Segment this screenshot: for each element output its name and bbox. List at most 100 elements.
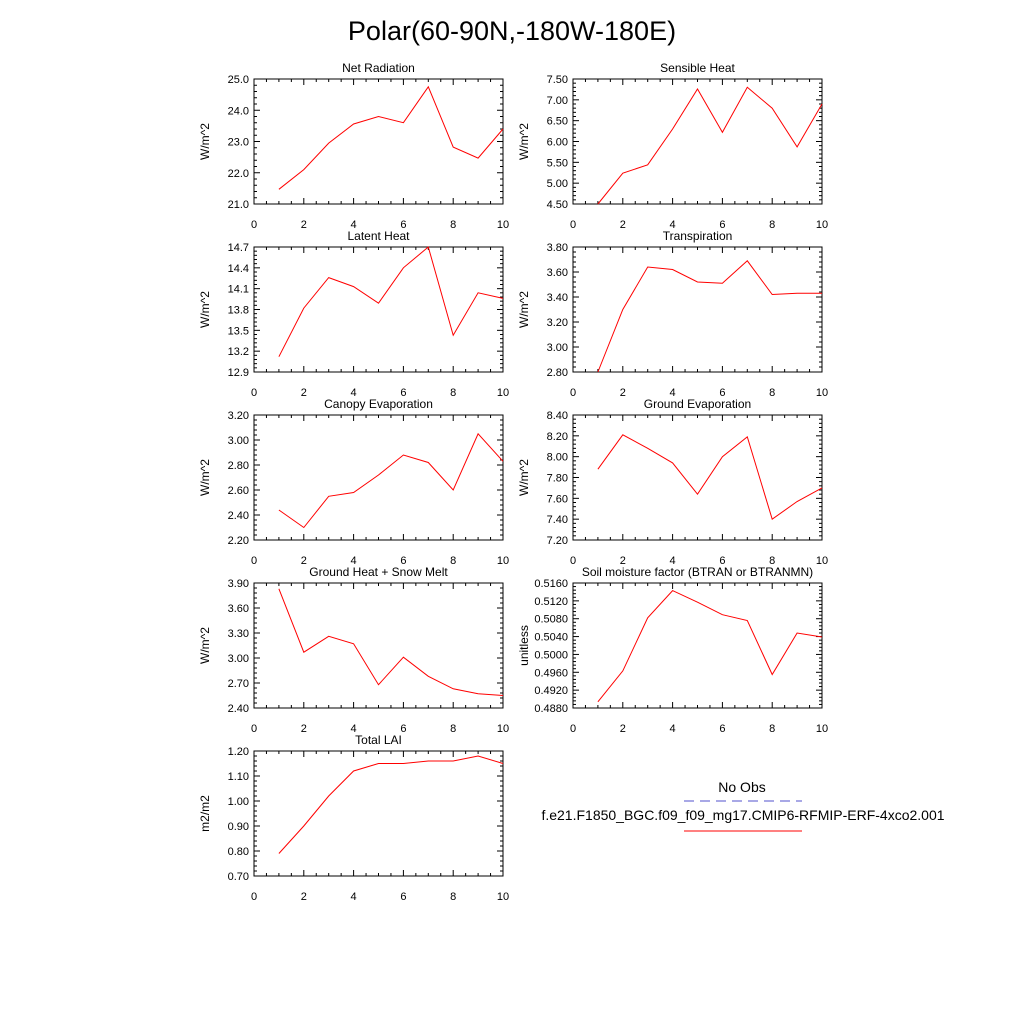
x-tick-label: 8 — [450, 555, 456, 567]
x-tick-label: 2 — [301, 387, 307, 399]
panel-title: Total LAI — [355, 733, 402, 747]
y-tick-label: 2.80 — [228, 460, 249, 472]
x-tick-label: 10 — [816, 387, 828, 399]
legend: No Obs f.e21.F1850_BGC.f09_f09_mg17.CMIP… — [541, 779, 945, 832]
y-tick-label: 8.00 — [547, 452, 568, 464]
chart-panel: Ground Heat + Snow Melt W/m^2 0 2 4 6 8 10 2.40 2… — [198, 565, 509, 735]
x-tick-label: 0 — [251, 219, 257, 231]
x-tick-label: 10 — [816, 219, 828, 231]
panel-title: Transpiration — [663, 229, 733, 243]
y-axis-label: W/m^2 — [198, 459, 212, 496]
x-tick-label: 2 — [620, 723, 626, 735]
x-tick-label: 8 — [769, 219, 775, 231]
x-tick-label: 0 — [570, 387, 576, 399]
x-tick-label: 2 — [620, 387, 626, 399]
y-tick-label: 8.40 — [547, 410, 568, 422]
y-tick-label: 0.4880 — [534, 703, 568, 715]
y-axis-label: m2/m2 — [198, 795, 212, 832]
panel-title: Ground Evaporation — [644, 397, 751, 411]
x-tick-label: 0 — [251, 891, 257, 903]
y-tick-label: 13.8 — [228, 305, 249, 317]
y-tick-label: 7.60 — [547, 493, 568, 505]
x-tick-label: 6 — [719, 555, 725, 567]
x-tick-label: 10 — [816, 555, 828, 567]
x-tick-label: 10 — [497, 723, 509, 735]
y-axis-label: W/m^2 — [517, 459, 531, 496]
y-tick-label: 1.10 — [228, 771, 249, 783]
y-tick-label: 1.00 — [228, 796, 249, 808]
x-tick-label: 6 — [400, 555, 406, 567]
figure-title: Polar(60-90N,-180W-180E) — [348, 16, 676, 46]
y-tick-label: 24.0 — [228, 105, 249, 117]
x-tick-label: 10 — [816, 723, 828, 735]
x-tick-label: 0 — [570, 219, 576, 231]
y-tick-label: 3.20 — [228, 410, 249, 422]
y-tick-label: 1.20 — [228, 746, 249, 758]
x-tick-label: 8 — [450, 219, 456, 231]
chart-panel: Ground Evaporation W/m^2 0 2 4 6 8 10 7.20 7.40 7.… — [517, 397, 828, 567]
y-tick-label: 3.00 — [547, 342, 568, 354]
x-tick-label: 6 — [719, 219, 725, 231]
panel-title: Ground Heat + Snow Melt — [309, 565, 448, 579]
y-tick-label: 7.40 — [547, 514, 568, 526]
chart-panel: Latent Heat W/m^2 0 2 4 6 8 10 12.9 13.2 13.5 13.8 1… — [198, 229, 509, 399]
x-tick-label: 6 — [719, 723, 725, 735]
model-series-line — [597, 260, 822, 373]
y-tick-label: 2.40 — [228, 703, 249, 715]
panel-title: Soil moisture factor (BTRAN or BTRANMN) — [582, 565, 813, 579]
x-tick-label: 8 — [450, 387, 456, 399]
x-tick-label: 4 — [670, 555, 676, 567]
y-tick-label: 2.20 — [228, 535, 249, 547]
x-tick-label: 0 — [251, 387, 257, 399]
y-tick-label: 0.5000 — [534, 649, 568, 661]
y-axis-label: unitless — [517, 625, 531, 666]
x-tick-label: 0 — [570, 555, 576, 567]
y-tick-label: 3.90 — [228, 578, 249, 590]
model-series-line — [278, 85, 504, 190]
x-tick-label: 2 — [301, 219, 307, 231]
y-tick-label: 6.50 — [547, 116, 568, 128]
x-tick-label: 8 — [769, 555, 775, 567]
model-series-line — [278, 755, 504, 854]
panel-title: Sensible Heat — [660, 61, 735, 75]
y-tick-label: 3.40 — [547, 292, 568, 304]
y-tick-label: 12.9 — [228, 367, 249, 379]
y-tick-label: 0.5120 — [534, 596, 568, 608]
legend-model-label: f.e21.F1850_BGC.f09_f09_mg17.CMIP6-RFMIP… — [541, 807, 944, 823]
chart-panel: Canopy Evaporation W/m^2 0 2 4 6 8 10 2.20 2.40 2.… — [198, 397, 509, 567]
y-tick-label: 3.80 — [547, 242, 568, 254]
x-tick-label: 2 — [301, 555, 307, 567]
model-series-line — [597, 589, 823, 703]
y-tick-label: 23.0 — [228, 137, 249, 149]
x-tick-label: 4 — [351, 723, 357, 735]
chart-panel: Soil moisture factor (BTRAN or BTRANMN) u… — [517, 565, 828, 735]
chart-panel: Transpiration W/m^2 0 2 4 6 8 10 2.80 3.00 3.20 3.4… — [517, 229, 828, 399]
chart-panel: Total LAI m2/m2 0 2 4 6 8 10 0.70 0.80 0.90 1.00 1.1… — [198, 733, 509, 903]
x-tick-label: 10 — [497, 219, 509, 231]
model-series-line — [278, 432, 504, 529]
chart-panel: Sensible Heat W/m^2 0 2 4 6 8 10 4.50 5.00 5.50 6.0… — [517, 61, 828, 231]
x-tick-label: 6 — [400, 387, 406, 399]
x-tick-label: 10 — [497, 387, 509, 399]
model-series-line — [278, 588, 504, 696]
y-tick-label: 2.70 — [228, 678, 249, 690]
y-tick-label: 3.60 — [547, 267, 568, 279]
y-tick-label: 0.5160 — [534, 578, 568, 590]
legend-obs-label: No Obs — [718, 779, 765, 795]
x-tick-label: 0 — [251, 723, 257, 735]
y-axis-label: W/m^2 — [198, 123, 212, 160]
x-tick-label: 8 — [450, 723, 456, 735]
x-tick-label: 8 — [450, 891, 456, 903]
x-tick-label: 2 — [301, 891, 307, 903]
x-tick-label: 4 — [351, 891, 357, 903]
panel-title: Net Radiation — [342, 61, 415, 75]
y-tick-label: 22.0 — [228, 168, 249, 180]
x-tick-label: 4 — [670, 219, 676, 231]
model-series-line — [597, 86, 823, 205]
y-tick-label: 0.4960 — [534, 667, 568, 679]
x-tick-label: 6 — [400, 219, 406, 231]
y-tick-label: 3.60 — [228, 603, 249, 615]
